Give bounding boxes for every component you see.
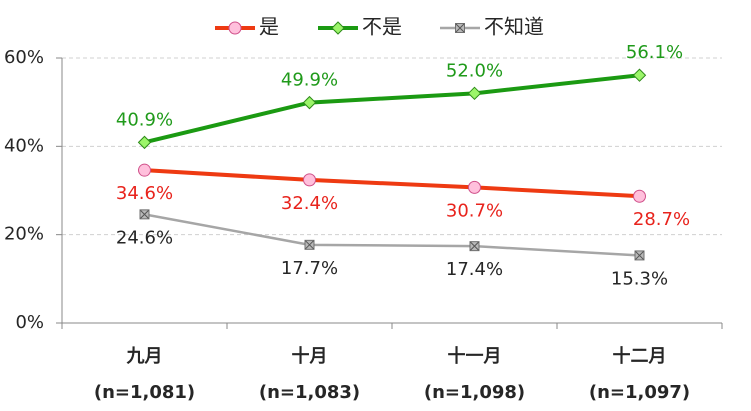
marker [455, 23, 465, 33]
legend-item: 不知道 [440, 15, 544, 39]
marker [303, 173, 316, 187]
data-label: 56.1% [626, 42, 683, 63]
marker [139, 209, 150, 220]
data-label: 15.3% [611, 268, 668, 289]
marker [304, 239, 315, 250]
marker-cross [470, 241, 479, 251]
data-label: 34.6% [116, 183, 173, 204]
marker [137, 135, 152, 150]
marker [632, 68, 647, 82]
y-tick-label: 20% [4, 224, 44, 245]
series-line [144, 213, 640, 257]
data-label: 24.6% [116, 227, 173, 248]
sample-size: (n=1,083) [259, 382, 360, 403]
marker [634, 250, 645, 261]
series-line [144, 168, 640, 199]
x-tick-label: 十二月 [613, 345, 667, 367]
x-tick-label: 九月 [126, 346, 163, 367]
x-tick-label: 十一月 [448, 345, 502, 367]
marker [302, 95, 317, 110]
y-tick-label: 40% [4, 135, 44, 156]
marker-cross [455, 23, 465, 33]
data-label: 32.4% [281, 193, 338, 214]
legend-label: 不知道 [484, 15, 544, 39]
y-tick-label: 0% [15, 312, 44, 333]
x-tick-label: 十月 [292, 345, 328, 367]
sample-size: (n=1,081) [94, 382, 195, 403]
data-label: 49.9% [281, 70, 338, 91]
legend-label: 是 [259, 15, 279, 39]
marker [468, 180, 481, 194]
marker [138, 163, 151, 177]
data-label: 40.9% [116, 109, 173, 130]
marker [469, 241, 480, 252]
legend-label: 不是 [362, 15, 402, 39]
marker-cross [635, 251, 644, 260]
data-label: 30.7% [446, 200, 503, 221]
data-label: 17.7% [281, 258, 338, 279]
marker [331, 21, 345, 35]
sample-size: (n=1,098) [424, 382, 525, 403]
data-label: 28.7% [633, 209, 690, 230]
legend-item: 是 [215, 15, 279, 39]
marker [228, 21, 242, 35]
sample-size: (n=1,097) [589, 382, 690, 403]
marker [467, 86, 482, 101]
y-tick-label: 60% [4, 47, 44, 68]
data-label: 52.0% [446, 60, 503, 81]
marker-cross [140, 209, 149, 219]
data-label: 17.4% [446, 259, 503, 280]
marker [633, 189, 646, 203]
series-line [144, 73, 640, 145]
marker-cross [305, 240, 314, 250]
legend-item: 不是 [318, 15, 402, 39]
